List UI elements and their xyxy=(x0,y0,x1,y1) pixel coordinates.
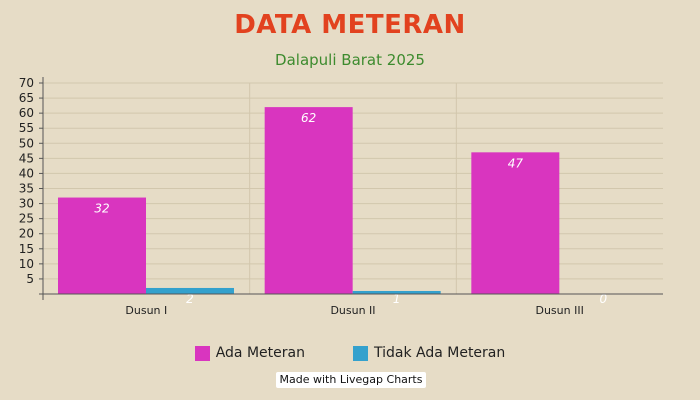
credit-badge[interactable]: Made with Livegap Charts xyxy=(276,372,426,388)
x-tick-label: Dusun II xyxy=(330,304,375,317)
legend-swatch-tidak-ada-meteran xyxy=(352,345,368,361)
data-label: 0 xyxy=(600,292,608,306)
y-tick-label: 65 xyxy=(19,91,34,105)
legend-item-ada-meteran[interactable]: Ada Meteran xyxy=(194,345,305,361)
y-tick-label: 50 xyxy=(19,136,34,150)
y-tick-label: 10 xyxy=(19,257,34,271)
data-label: 32 xyxy=(94,202,109,216)
bar-tidak-ada-meteran-dusun-ii xyxy=(352,290,441,294)
y-tick-label: 20 xyxy=(19,227,34,241)
bar-ada-meteran-dusun-iii xyxy=(471,152,560,294)
y-tick-label: 15 xyxy=(19,242,34,256)
y-tick-label: 55 xyxy=(19,121,34,135)
x-tick-label: Dusun III xyxy=(535,304,583,317)
bar-tidak-ada-meteran-dusun-i xyxy=(146,287,234,294)
data-label: 47 xyxy=(508,156,524,170)
data-label: 2 xyxy=(186,292,194,306)
x-tick-label: Dusun I xyxy=(125,304,167,317)
chart-subtitle: Dalapuli Barat 2025 xyxy=(275,51,425,69)
y-tick-label: 60 xyxy=(19,106,34,120)
bar-ada-meteran-dusun-ii xyxy=(264,107,353,294)
y-tick-label: 70 xyxy=(19,76,34,90)
chart-legend: Ada Meteran Tidak Ada Meteran xyxy=(0,345,700,361)
y-tick-label: 45 xyxy=(19,151,34,165)
legend-swatch-ada-meteran xyxy=(194,345,210,361)
legend-label-ada-meteran: Ada Meteran xyxy=(215,345,305,361)
y-tick-label: 30 xyxy=(19,197,34,211)
data-label: 1 xyxy=(393,292,401,306)
y-tick-label: 5 xyxy=(26,272,34,286)
chart-title: DATA METERAN xyxy=(234,10,466,40)
y-tick-label: 35 xyxy=(19,182,34,196)
y-tick-label: 25 xyxy=(19,212,34,226)
bar-ada-meteran-dusun-i xyxy=(58,197,146,294)
legend-item-tidak-ada-meteran[interactable]: Tidak Ada Meteran xyxy=(352,345,506,361)
data-label: 62 xyxy=(301,111,316,125)
y-tick-label: 40 xyxy=(19,166,34,180)
legend-label-tidak-ada-meteran: Tidak Ada Meteran xyxy=(373,345,506,361)
